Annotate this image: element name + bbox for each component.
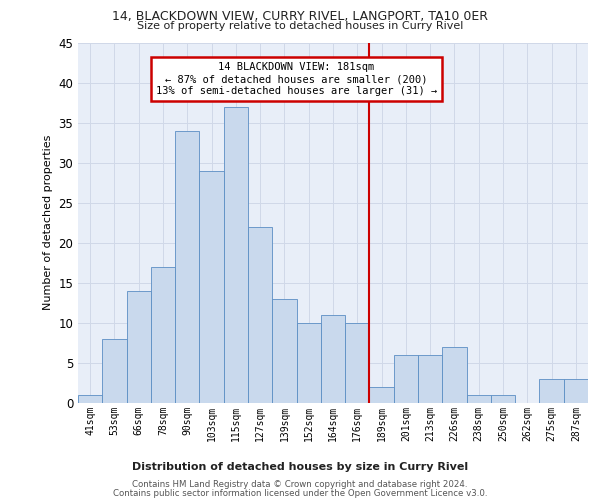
Bar xyxy=(539,378,564,402)
Bar xyxy=(199,170,224,402)
Bar xyxy=(467,394,491,402)
Bar xyxy=(491,394,515,402)
Bar xyxy=(224,106,248,403)
Bar xyxy=(345,322,370,402)
Bar xyxy=(394,354,418,403)
Y-axis label: Number of detached properties: Number of detached properties xyxy=(43,135,53,310)
Text: Size of property relative to detached houses in Curry Rivel: Size of property relative to detached ho… xyxy=(137,21,463,31)
Bar xyxy=(272,298,296,403)
Bar xyxy=(78,394,102,402)
Bar xyxy=(151,266,175,402)
Bar xyxy=(370,386,394,402)
Text: 14 BLACKDOWN VIEW: 181sqm
← 87% of detached houses are smaller (200)
13% of semi: 14 BLACKDOWN VIEW: 181sqm ← 87% of detac… xyxy=(156,62,437,96)
Bar xyxy=(442,346,467,403)
Text: 14, BLACKDOWN VIEW, CURRY RIVEL, LANGPORT, TA10 0ER: 14, BLACKDOWN VIEW, CURRY RIVEL, LANGPOR… xyxy=(112,10,488,23)
Bar xyxy=(175,130,199,402)
Bar xyxy=(296,322,321,402)
Text: Contains public sector information licensed under the Open Government Licence v3: Contains public sector information licen… xyxy=(113,488,487,498)
Bar xyxy=(127,290,151,403)
Bar xyxy=(102,338,127,402)
Bar xyxy=(248,226,272,402)
Bar xyxy=(564,378,588,402)
Bar xyxy=(418,354,442,403)
Bar xyxy=(321,314,345,402)
Text: Contains HM Land Registry data © Crown copyright and database right 2024.: Contains HM Land Registry data © Crown c… xyxy=(132,480,468,489)
Text: Distribution of detached houses by size in Curry Rivel: Distribution of detached houses by size … xyxy=(132,462,468,472)
